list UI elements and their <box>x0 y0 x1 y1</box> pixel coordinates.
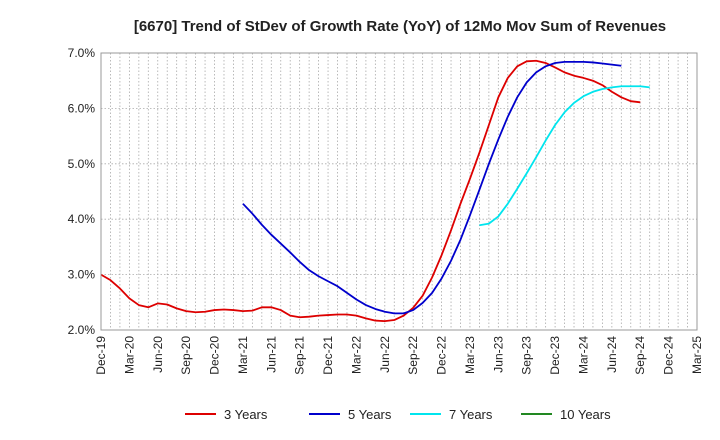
x-tick-label: Dec-23 <box>548 336 562 375</box>
x-tick-label: Dec-21 <box>321 336 335 375</box>
x-tick-label: Sep-24 <box>633 336 647 375</box>
x-tick-label: Dec-19 <box>94 336 108 375</box>
y-tick-label: 3.0% <box>68 268 96 282</box>
legend-label: 3 Years <box>224 407 268 422</box>
x-tick-label: Jun-21 <box>264 336 278 373</box>
x-tick-label: Jun-20 <box>151 336 165 373</box>
legend-label: 10 Years <box>560 407 611 422</box>
x-tick-label: Sep-21 <box>293 336 307 375</box>
x-tick-label: Mar-23 <box>463 336 477 374</box>
y-tick-label: 7.0% <box>68 46 96 60</box>
x-tick-label: Mar-24 <box>576 336 590 374</box>
x-tick-label: Jun-23 <box>491 336 505 373</box>
y-tick-label: 4.0% <box>68 212 96 226</box>
x-axis: Dec-19 Mar-20 Jun-20 Sep-20 Dec-20 Mar-21 Jun-… <box>94 336 704 375</box>
x-tick-label: Dec-24 <box>662 336 676 375</box>
plot-border <box>100 52 698 331</box>
series-layer <box>100 59 650 323</box>
legend: 3 Years 5 Years 7 Years 10 Years <box>185 407 611 422</box>
legend-label: 5 Years <box>348 407 392 422</box>
y-axis: 2.0% 3.0% 4.0% 5.0% 6.0% 7.0% <box>68 46 96 337</box>
series-line-3 <box>479 85 650 227</box>
plot-area <box>101 53 697 330</box>
x-tick-label: Dec-22 <box>435 336 449 375</box>
x-tick-label: Mar-20 <box>122 336 136 374</box>
x-tick-label: Sep-20 <box>179 336 193 375</box>
y-tick-label: 6.0% <box>68 101 96 115</box>
x-tick-label: Dec-20 <box>208 336 222 375</box>
x-tick-label: Mar-22 <box>349 336 363 374</box>
y-tick-label: 5.0% <box>68 157 96 171</box>
x-tick-label: Jun-24 <box>605 336 619 373</box>
series-line-2 <box>242 60 622 315</box>
x-tick-label: Mar-21 <box>236 336 250 374</box>
legend-label: 7 Years <box>449 407 493 422</box>
y-tick-label: 2.0% <box>68 323 96 337</box>
x-tick-label: Sep-22 <box>406 336 420 375</box>
x-tick-label: Jun-22 <box>378 336 392 373</box>
chart-title: [6670] Trend of StDev of Growth Rate (Yo… <box>134 18 666 35</box>
x-tick-label: Mar-25 <box>690 336 704 374</box>
x-tick-label: Sep-23 <box>520 336 534 375</box>
